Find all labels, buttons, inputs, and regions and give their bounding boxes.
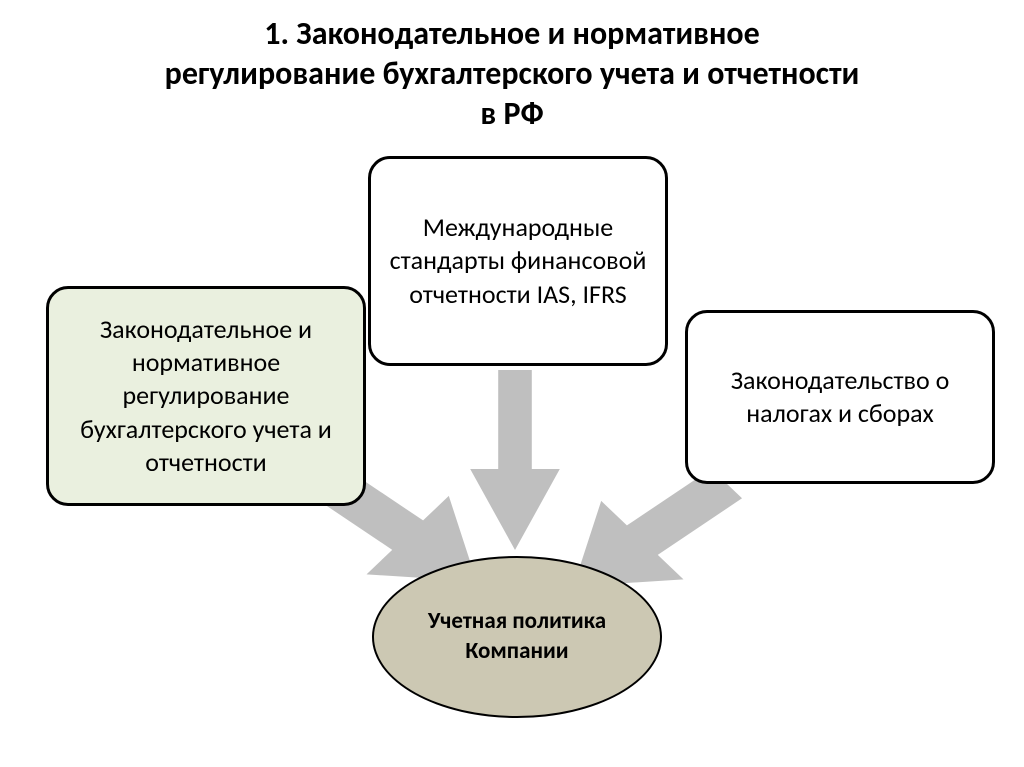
diagram-title: 1. Законодательное и нормативное регулир… xyxy=(0,14,1024,134)
title-line-1: 1. Законодательное и нормативное xyxy=(0,14,1024,54)
node-left-text: Законодательное и нормативное регулирова… xyxy=(63,313,349,479)
node-target: Учетная политика Компании xyxy=(372,556,662,718)
node-center-text: Международные стандарты финансовой отчет… xyxy=(385,211,651,311)
title-line-3: в РФ xyxy=(0,94,1024,134)
node-right: Законодательство о налогах и сборах xyxy=(685,310,995,484)
node-target-text: Учетная политика Компании xyxy=(402,607,632,667)
node-right-text: Законодательство о налогах и сборах xyxy=(702,364,978,431)
node-center: Международные стандарты финансовой отчет… xyxy=(368,156,668,366)
diagram-canvas: 1. Законодательное и нормативное регулир… xyxy=(0,0,1024,767)
title-line-2: регулирование бухгалтерского учета и отч… xyxy=(0,54,1024,94)
node-left: Законодательное и нормативное регулирова… xyxy=(46,286,366,506)
